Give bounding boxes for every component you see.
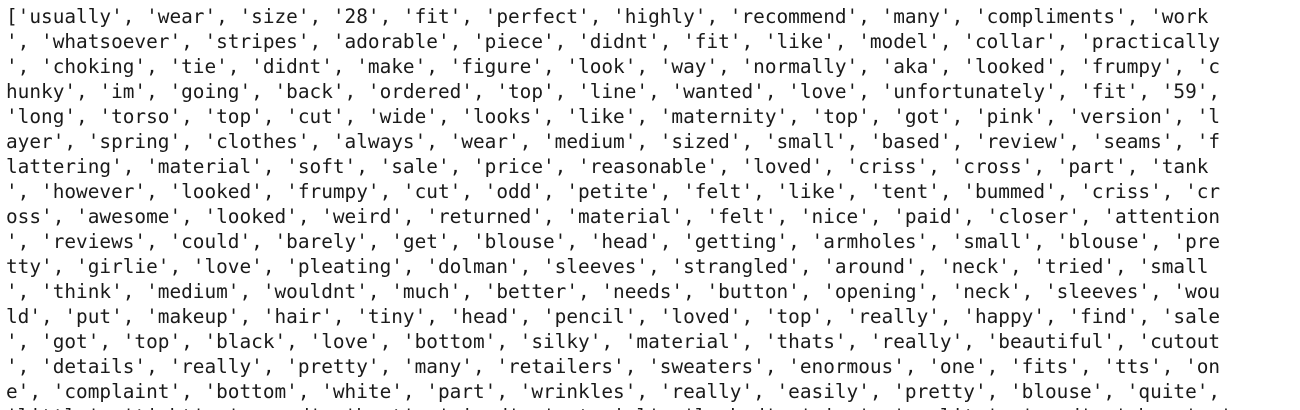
output-line: lattering', 'material', 'soft', 'sale', … bbox=[6, 155, 1209, 178]
output-line: ', 'whatsoever', 'stripes', 'adorable', … bbox=[6, 30, 1221, 53]
output-line: ld', 'put', 'makeup', 'hair', 'tiny', 'h… bbox=[6, 305, 1221, 328]
output-line: oss', 'awesome', 'looked', 'weird', 'ret… bbox=[6, 205, 1221, 228]
output-line: ', 'got', 'top', 'black', 'love', 'botto… bbox=[6, 330, 1221, 353]
output-line: ', 'details', 'really', 'pretty', 'many'… bbox=[6, 355, 1221, 378]
output-line: ', 'choking', 'tie', 'didnt', 'make', 'f… bbox=[6, 55, 1221, 78]
output-line: ayer', 'spring', 'clothes', 'always', 'w… bbox=[6, 130, 1221, 153]
output-line: ', 'however', 'looked', 'frumpy', 'cut',… bbox=[6, 180, 1221, 203]
output-line: 'long', 'torso', 'top', 'cut', 'wide', '… bbox=[6, 105, 1221, 128]
output-line: ', 'reviews', 'could', 'barely', 'get', … bbox=[6, 230, 1221, 253]
output-line: ['usually', 'wear', 'size', '28', 'fit',… bbox=[6, 5, 1209, 28]
output-line: 'little', 'tight', 'around', 'bust', 'si… bbox=[6, 404, 1296, 410]
output-line: e', 'complaint', 'bottom', 'white', 'par… bbox=[6, 380, 1221, 403]
output-line: hunky', 'im', 'going', 'back', 'ordered'… bbox=[6, 80, 1221, 103]
output-line: ', 'think', 'medium', 'wouldnt', 'much',… bbox=[6, 280, 1221, 303]
token-list-output: ['usually', 'wear', 'size', '28', 'fit',… bbox=[6, 4, 1296, 410]
output-line: tty', 'girlie', 'love', 'pleating', 'dol… bbox=[6, 255, 1209, 278]
cell-output-area: ['usually', 'wear', 'size', '28', 'fit',… bbox=[6, 4, 1296, 410]
